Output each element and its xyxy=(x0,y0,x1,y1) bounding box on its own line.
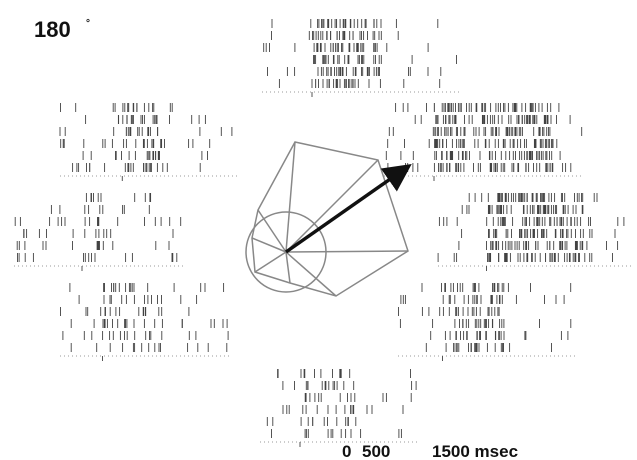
spike-ticks xyxy=(263,19,457,88)
raster-panel-bottom xyxy=(260,369,420,447)
spike-ticks xyxy=(398,283,572,352)
raster-panel-upper-left xyxy=(59,103,238,181)
degree-mark: ° xyxy=(86,18,90,29)
raster-panel-right xyxy=(437,193,632,271)
spoke xyxy=(285,251,291,284)
spoke xyxy=(251,237,287,253)
spike-ticks xyxy=(437,193,625,262)
spoke xyxy=(285,250,409,253)
spoke xyxy=(257,209,287,253)
scale-tick-500: 500 xyxy=(362,442,390,460)
spike-ticks xyxy=(266,369,417,438)
spoke xyxy=(285,251,337,297)
raster-panel-upper-right xyxy=(384,103,584,181)
raster-panels xyxy=(14,19,632,447)
raster-panel-lower-left xyxy=(60,283,230,361)
raster-panel-top xyxy=(262,19,462,97)
spoke xyxy=(254,251,287,273)
scale-tick-1500: 1500 msec xyxy=(432,442,518,460)
population-vector-arrow xyxy=(284,163,412,254)
spoke xyxy=(285,141,296,253)
polar-plot xyxy=(245,141,409,297)
spike-ticks xyxy=(59,103,233,172)
tuning-polygon xyxy=(251,141,409,297)
spike-ticks xyxy=(14,193,182,262)
spike-ticks xyxy=(385,103,583,172)
scale-tick-0: 0 xyxy=(342,442,351,460)
spoke xyxy=(285,159,379,253)
direction-label: 180 xyxy=(34,17,71,42)
spike-ticks xyxy=(60,283,229,352)
raster-panel-lower-right xyxy=(398,283,576,361)
raster-panel-left xyxy=(14,193,184,271)
